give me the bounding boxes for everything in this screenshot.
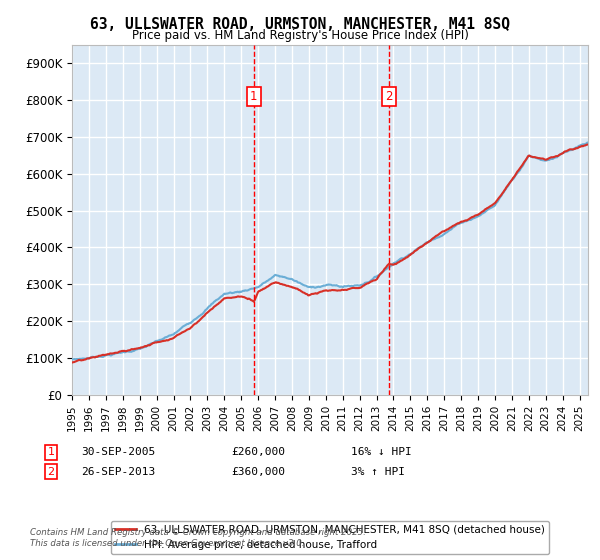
Text: 3% ↑ HPI: 3% ↑ HPI [351, 466, 405, 477]
Text: Price paid vs. HM Land Registry's House Price Index (HPI): Price paid vs. HM Land Registry's House … [131, 29, 469, 42]
Text: 1: 1 [250, 90, 257, 103]
Text: 30-SEP-2005: 30-SEP-2005 [81, 447, 155, 458]
Text: 1: 1 [47, 447, 55, 458]
Text: 2: 2 [47, 466, 55, 477]
Text: £360,000: £360,000 [231, 466, 285, 477]
Text: £260,000: £260,000 [231, 447, 285, 458]
Text: 63, ULLSWATER ROAD, URMSTON, MANCHESTER, M41 8SQ: 63, ULLSWATER ROAD, URMSTON, MANCHESTER,… [90, 17, 510, 32]
Text: 2: 2 [385, 90, 392, 103]
Legend: 63, ULLSWATER ROAD, URMSTON, MANCHESTER, M41 8SQ (detached house), HPI: Average : 63, ULLSWATER ROAD, URMSTON, MANCHESTER,… [111, 521, 549, 554]
Text: 16% ↓ HPI: 16% ↓ HPI [351, 447, 412, 458]
Text: Contains HM Land Registry data © Crown copyright and database right 2025.
This d: Contains HM Land Registry data © Crown c… [30, 528, 366, 548]
Text: 26-SEP-2013: 26-SEP-2013 [81, 466, 155, 477]
